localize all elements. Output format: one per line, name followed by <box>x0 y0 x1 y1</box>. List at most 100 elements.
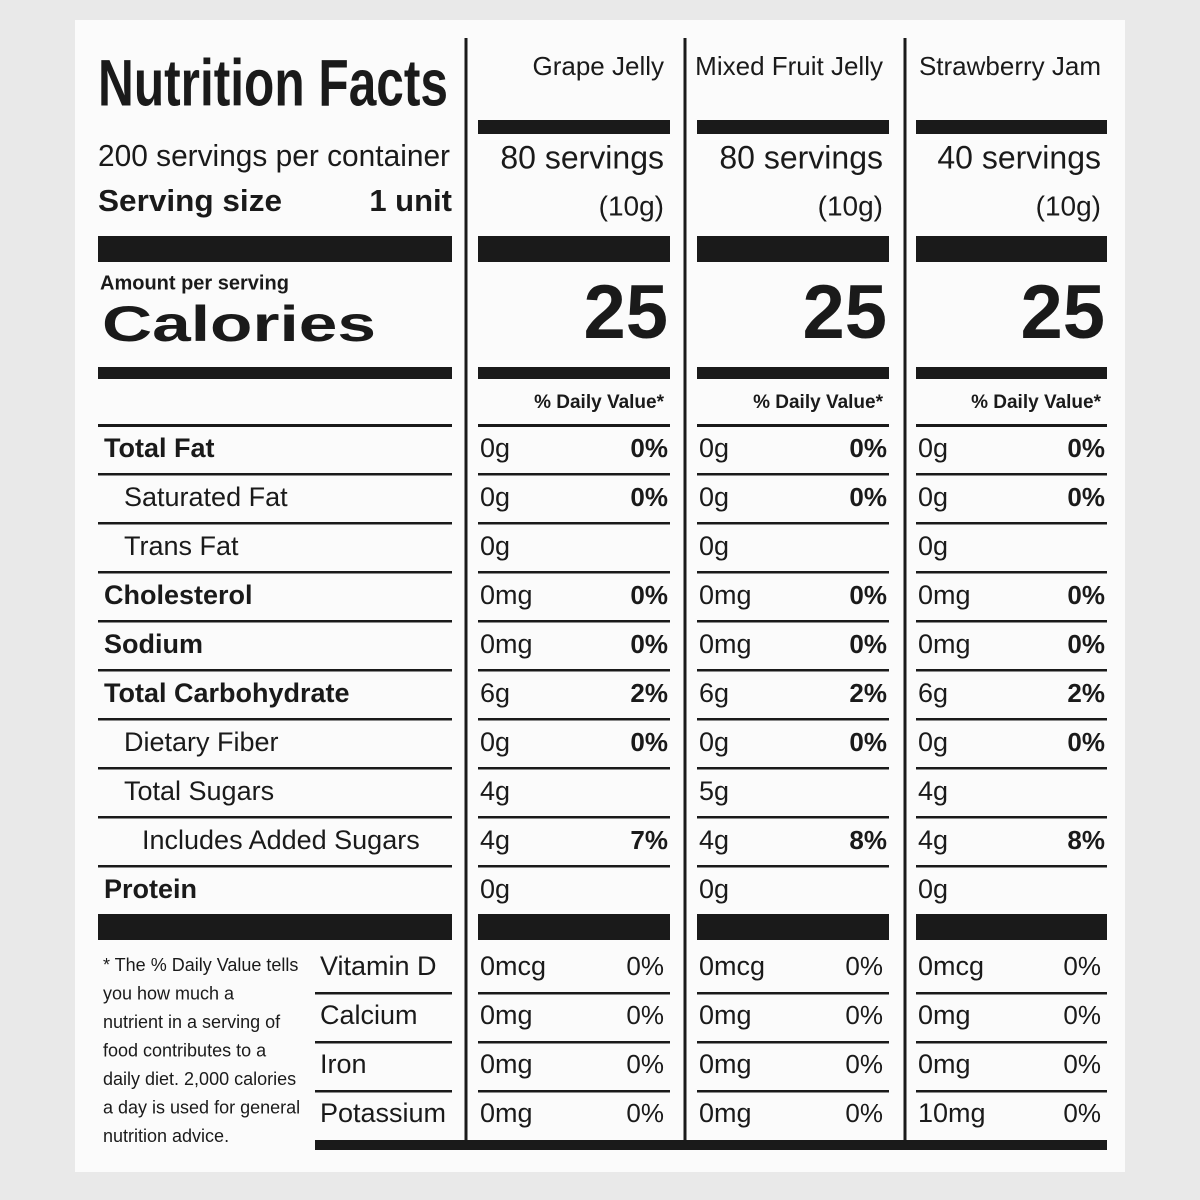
nutrient-daily-value: 0% <box>849 433 887 463</box>
row-rule <box>478 1090 670 1093</box>
nutrient-label: Dietary Fiber <box>124 727 279 757</box>
nutrient-daily-value: 0% <box>849 629 887 659</box>
label-background <box>75 20 1125 1172</box>
vitamin-amount: 0mcg <box>480 951 546 981</box>
nutrient-daily-value: 0% <box>630 580 668 610</box>
footnote-line: daily diet. 2,000 calories <box>103 1069 296 1089</box>
row-rule <box>916 669 1107 672</box>
title: Nutrition Facts <box>98 45 448 119</box>
product-serving-size: (10g) <box>818 190 883 221</box>
product-servings: 80 servings <box>500 139 664 175</box>
footnote-line: food contributes to a <box>103 1040 267 1060</box>
calories-value: 25 <box>1020 270 1105 355</box>
nutrient-label: Protein <box>104 874 197 904</box>
row-rule <box>697 620 889 623</box>
nutrient-amount: 4g <box>480 825 510 855</box>
row-rule <box>916 1090 1107 1093</box>
vitamin-amount: 0mg <box>918 1049 971 1079</box>
nutrient-daily-value: 0% <box>1067 629 1105 659</box>
daily-value-label: % Daily Value* <box>753 392 884 413</box>
nutrient-label: Includes Added Sugars <box>142 825 420 855</box>
row-rule <box>478 816 670 819</box>
thin-rule <box>916 424 1107 427</box>
row-rule <box>315 1090 452 1093</box>
nutrient-label: Cholesterol <box>104 580 253 610</box>
medium-rule <box>98 367 452 379</box>
vitamin-label: Vitamin D <box>320 951 437 981</box>
nutrient-amount: 0mg <box>699 629 752 659</box>
nutrient-amount: 6g <box>918 678 948 708</box>
thick-rule <box>697 914 889 940</box>
product-name: Strawberry Jam <box>919 51 1101 81</box>
thick-rule <box>916 120 1107 134</box>
row-rule <box>478 865 670 868</box>
row-rule <box>478 1041 670 1044</box>
product-serving-size: (10g) <box>1036 190 1101 221</box>
footnote-line: * The % Daily Value tells <box>103 955 298 975</box>
vitamin-label: Potassium <box>320 1098 446 1128</box>
vitamin-amount: 10mg <box>918 1098 986 1128</box>
vitamin-label: Iron <box>320 1049 367 1079</box>
thin-rule <box>478 424 670 427</box>
nutrient-daily-value: 8% <box>849 825 887 855</box>
nutrient-amount: 0g <box>480 874 510 904</box>
row-rule <box>916 865 1107 868</box>
row-rule <box>697 669 889 672</box>
row-rule <box>98 816 452 819</box>
medium-rule <box>697 367 889 379</box>
nutrient-label: Sodium <box>104 629 203 659</box>
nutrient-amount: 0g <box>480 531 510 561</box>
medium-rule <box>916 367 1107 379</box>
vitamin-daily-value: 0% <box>845 1098 883 1128</box>
servings-per-container: 200 servings per container <box>98 138 450 173</box>
row-rule <box>315 1041 452 1044</box>
row-rule <box>697 473 889 476</box>
nutrient-amount: 6g <box>699 678 729 708</box>
nutrient-daily-value: 0% <box>630 433 668 463</box>
row-rule <box>98 620 452 623</box>
thin-rule <box>98 424 452 427</box>
nutrient-amount: 6g <box>480 678 510 708</box>
vitamin-daily-value: 0% <box>1063 1000 1101 1030</box>
nutrient-daily-value: 2% <box>630 678 668 708</box>
nutrient-amount: 0mg <box>918 580 971 610</box>
nutrient-amount: 0g <box>699 433 729 463</box>
row-rule <box>478 473 670 476</box>
footnote-line: you how much a <box>103 983 235 1003</box>
nutrient-daily-value: 0% <box>849 580 887 610</box>
vitamin-amount: 0mg <box>480 1098 533 1128</box>
product-servings: 80 servings <box>719 139 883 175</box>
calories-value: 25 <box>802 270 887 355</box>
nutrient-amount: 0mg <box>480 629 533 659</box>
column-divider <box>683 38 687 1150</box>
nutrient-amount: 0g <box>480 727 510 757</box>
vitamin-daily-value: 0% <box>626 1098 664 1128</box>
vitamin-amount: 0mg <box>699 1000 752 1030</box>
nutrient-daily-value: 0% <box>1067 580 1105 610</box>
amount-per-serving: Amount per serving <box>100 272 289 294</box>
nutrient-label: Trans Fat <box>124 531 239 561</box>
vitamin-daily-value: 0% <box>845 1049 883 1079</box>
row-rule <box>478 767 670 770</box>
footnote-line: nutrient in a serving of <box>103 1012 281 1032</box>
serving-size-label: Serving size <box>98 183 282 218</box>
row-rule <box>478 571 670 574</box>
row-rule <box>697 816 889 819</box>
nutrient-amount: 4g <box>480 776 510 806</box>
nutrient-amount: 0g <box>918 874 948 904</box>
nutrient-amount: 5g <box>699 776 729 806</box>
nutrient-amount: 4g <box>918 776 948 806</box>
thin-rule <box>697 424 889 427</box>
nutrient-daily-value: 7% <box>630 825 668 855</box>
nutrient-amount: 4g <box>699 825 729 855</box>
nutrient-daily-value: 2% <box>849 678 887 708</box>
row-rule <box>697 718 889 721</box>
nutrient-amount: 0g <box>480 482 510 512</box>
nutrient-amount: 0g <box>699 531 729 561</box>
row-rule <box>916 571 1107 574</box>
thick-rule <box>916 914 1107 940</box>
row-rule <box>478 992 670 995</box>
product-name: Mixed Fruit Jelly <box>695 51 883 81</box>
